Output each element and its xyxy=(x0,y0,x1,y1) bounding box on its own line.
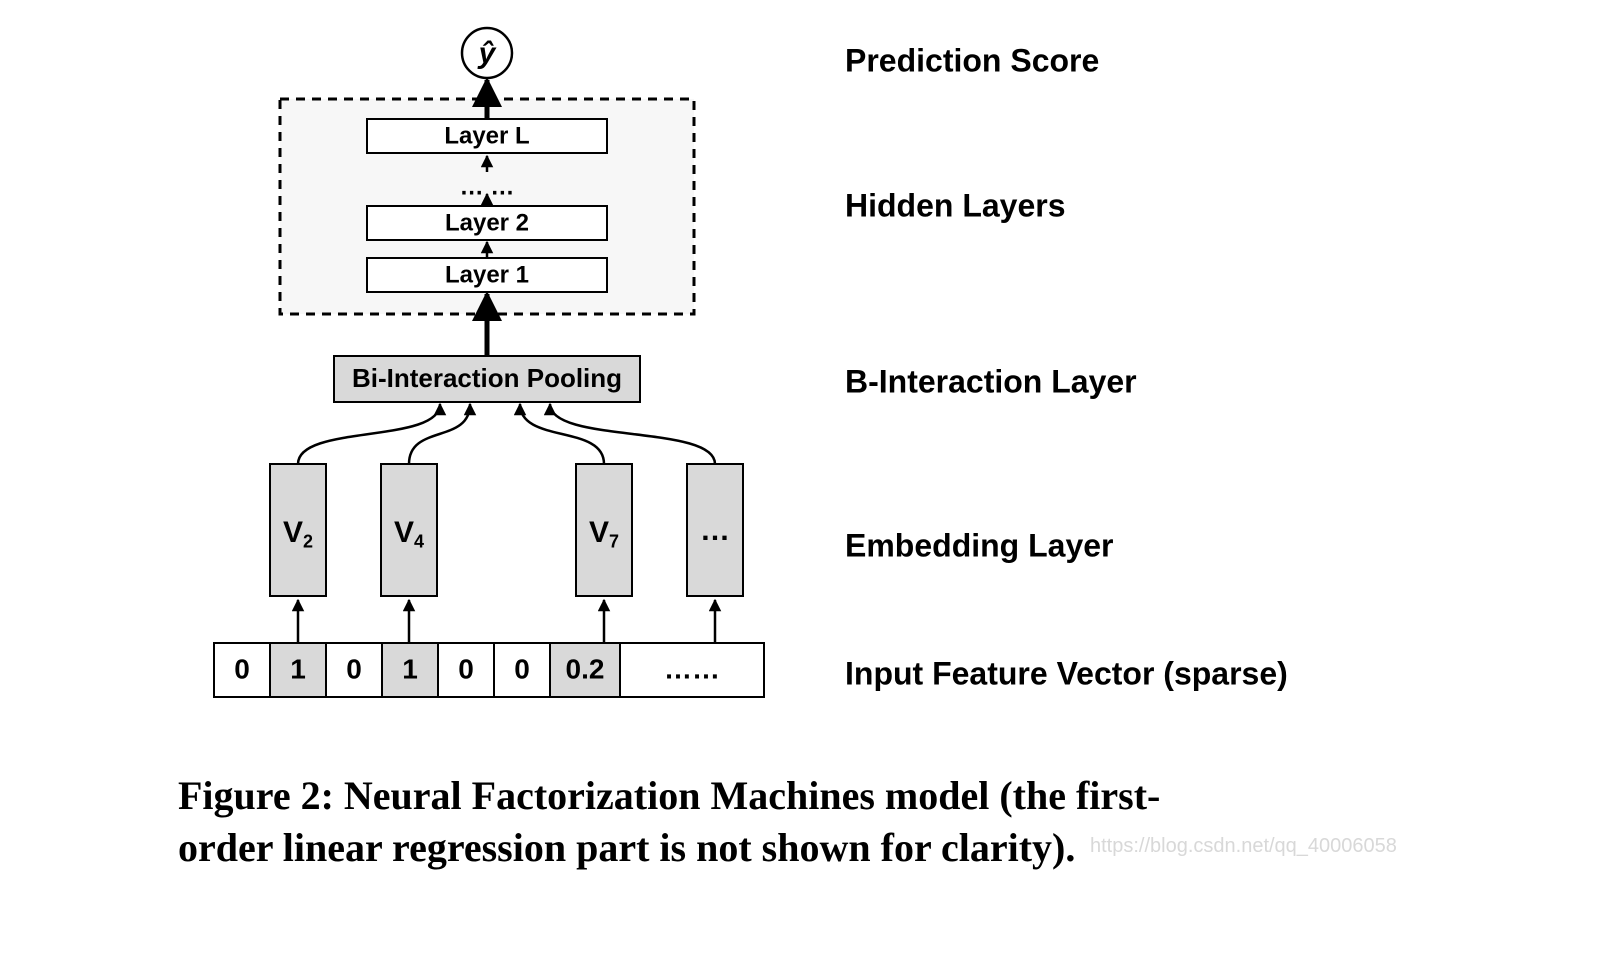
figure-caption-line2: order linear regression part is not show… xyxy=(178,825,1075,870)
prediction-symbol: ŷ xyxy=(477,37,497,70)
curve-arrow xyxy=(520,404,604,464)
row-label-hidden: Hidden Layers xyxy=(845,187,1066,223)
input-cell-value: 0 xyxy=(346,653,362,684)
curve-arrow xyxy=(409,404,470,464)
hidden-layer-label: Layer L xyxy=(444,122,529,149)
input-cell-value: 0 xyxy=(458,653,474,684)
watermark-text: https://blog.csdn.net/qq_40006058 xyxy=(1090,835,1397,857)
input-cell-value: 0 xyxy=(234,653,250,684)
input-cell-value: …… xyxy=(664,653,720,684)
input-cell-value: 0.2 xyxy=(566,653,605,684)
embedding-ellipsis: … xyxy=(700,514,730,547)
hidden-layer-label: Layer 1 xyxy=(445,261,529,288)
row-label-input: Input Feature Vector (sparse) xyxy=(845,655,1288,691)
input-cell-value: 1 xyxy=(402,653,418,684)
figure-caption-line1: Figure 2: Neural Factorization Machines … xyxy=(178,773,1160,818)
curve-arrow xyxy=(298,404,440,464)
curve-arrow xyxy=(550,404,715,464)
row-label-embedding: Embedding Layer xyxy=(845,527,1114,563)
input-cell-value: 1 xyxy=(290,653,306,684)
row-label-binteract: B-Interaction Layer xyxy=(845,363,1137,399)
input-cell-value: 0 xyxy=(514,653,530,684)
bi-interaction-label: Bi-Interaction Pooling xyxy=(352,363,622,393)
hidden-layer-label: Layer 2 xyxy=(445,209,529,236)
row-label-prediction: Prediction Score xyxy=(845,42,1099,78)
